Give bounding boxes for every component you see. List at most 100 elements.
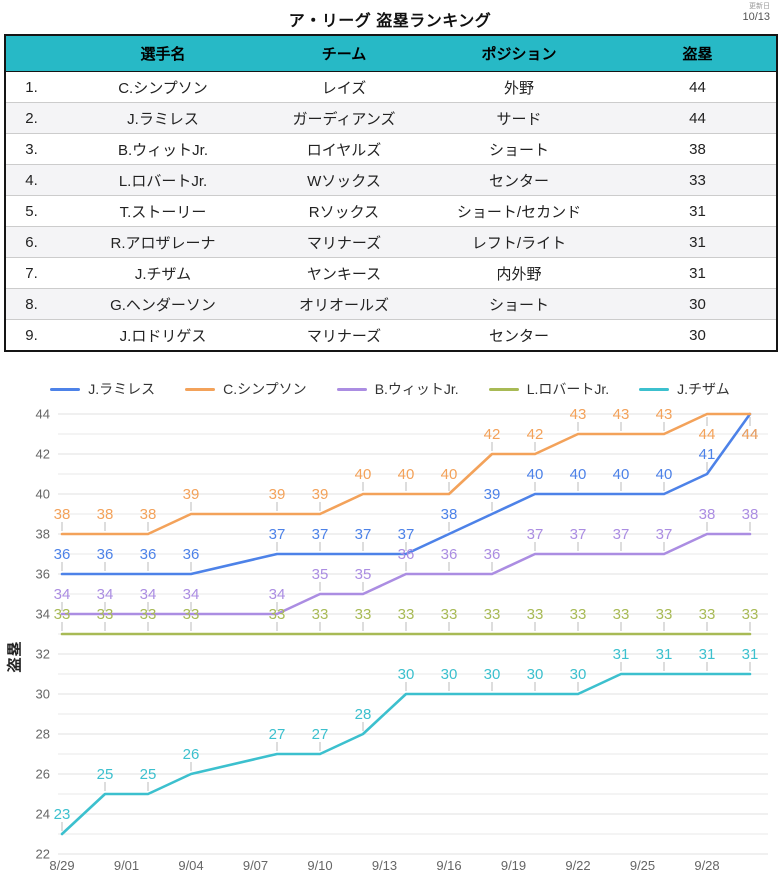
- point-label: 33: [355, 606, 372, 623]
- point-label: 26: [183, 746, 200, 763]
- table-row: 3. B.ウィットJr. ロイヤルズ ショート 38: [5, 133, 777, 165]
- legend-item: L.ロバートJr.: [488, 379, 610, 399]
- position-cell: センター: [419, 164, 619, 196]
- point-label: 30: [570, 666, 587, 683]
- page-title: ア・リーグ 盗塁ランキング: [288, 13, 492, 30]
- update-info: 更新日 10/13: [742, 3, 770, 23]
- x-tick-label: 9/28: [694, 858, 719, 873]
- point-label: 41: [699, 446, 716, 463]
- point-label: 39: [269, 486, 286, 503]
- legend-item: C.シンプソン: [185, 379, 307, 399]
- steals-cell: 31: [619, 195, 777, 227]
- steals-cell: 33: [619, 164, 777, 196]
- point-label: 37: [527, 526, 544, 543]
- point-label: 33: [613, 606, 630, 623]
- rank-cell: 4.: [5, 164, 57, 196]
- point-label: 40: [656, 466, 673, 483]
- y-tick-label: 38: [36, 527, 50, 542]
- legend-line-swatch: [488, 387, 519, 391]
- column-header-player: 選手名: [57, 35, 269, 72]
- point-label: 34: [269, 586, 286, 603]
- y-tick-label: 36: [36, 567, 50, 582]
- point-label: 43: [613, 406, 630, 423]
- y-tick-label: 24: [36, 807, 50, 822]
- point-label: 39: [183, 486, 200, 503]
- legend-label: J.ラミレス: [88, 381, 156, 397]
- column-header-position: ポジション: [419, 35, 619, 72]
- position-cell: ショート: [419, 288, 619, 320]
- table-row: 5. T.ストーリー Rソックス ショート/セカンド 31: [5, 195, 777, 227]
- point-label: 33: [140, 606, 157, 623]
- point-label: 33: [183, 606, 200, 623]
- point-label: 39: [484, 486, 501, 503]
- point-label: 38: [441, 506, 458, 523]
- point-label: 27: [312, 726, 329, 743]
- point-label: 44: [742, 426, 759, 443]
- y-tick-label: 22: [36, 847, 50, 862]
- point-label: 37: [355, 526, 372, 543]
- point-label: 42: [484, 426, 501, 443]
- point-label: 36: [97, 546, 114, 563]
- point-label: 37: [312, 526, 329, 543]
- series-line: [60, 412, 752, 536]
- point-label: 37: [570, 526, 587, 543]
- point-label: 33: [656, 606, 673, 623]
- position-cell: ショート/セカンド: [419, 195, 619, 227]
- steals-cell: 44: [619, 71, 777, 103]
- legend-label: L.ロバートJr.: [526, 381, 610, 397]
- player-name-cell: J.ロドリゲス: [57, 319, 269, 351]
- point-label: 40: [527, 466, 544, 483]
- point-label: 36: [54, 546, 71, 563]
- table-row: 7. J.チザム ヤンキース 内外野 31: [5, 257, 777, 289]
- steals-cell: 38: [619, 133, 777, 165]
- team-cell: マリナーズ: [269, 319, 419, 351]
- y-tick-label: 28: [36, 727, 50, 742]
- chart-legend: J.ラミレス C.シンプソン B.ウィットJr. L.ロバートJr. J.チザム: [0, 378, 780, 400]
- point-label: 31: [742, 646, 759, 663]
- table-row: 9. J.ロドリゲス マリナーズ センター 30: [5, 319, 777, 351]
- x-tick-label: 9/25: [630, 858, 655, 873]
- point-label: 36: [484, 546, 501, 563]
- point-label: 44: [742, 426, 759, 443]
- point-label: 30: [527, 666, 544, 683]
- point-label: 36: [140, 546, 157, 563]
- point-label: 34: [97, 586, 114, 603]
- point-label: 38: [97, 506, 114, 523]
- legend-item: J.チザム: [639, 379, 730, 399]
- legend-label: B.ウィットJr.: [374, 381, 459, 397]
- point-label: 35: [355, 566, 372, 583]
- y-tick-label: 34: [36, 607, 50, 622]
- team-cell: Wソックス: [269, 164, 419, 196]
- y-tick-label: 40: [36, 487, 50, 502]
- table-row: 2. J.ラミレス ガーディアンズ サード 44: [5, 102, 777, 134]
- steals-cell: 30: [619, 319, 777, 351]
- legend-label: J.チザム: [677, 381, 730, 397]
- point-label: 37: [613, 526, 630, 543]
- player-name-cell: G.ヘンダーソン: [57, 288, 269, 320]
- point-label: 38: [699, 506, 716, 523]
- team-cell: オリオールズ: [269, 288, 419, 320]
- legend-line-swatch: [50, 387, 81, 391]
- team-cell: レイズ: [269, 71, 419, 103]
- point-label: 33: [699, 606, 716, 623]
- update-label: 更新日: [749, 3, 770, 10]
- point-label: 27: [269, 726, 286, 743]
- x-tick-label: 9/22: [565, 858, 590, 873]
- point-label: 38: [742, 506, 759, 523]
- point-label: 33: [441, 606, 458, 623]
- legend-line-swatch: [639, 387, 670, 391]
- point-label: 43: [570, 406, 587, 423]
- steals-cell: 44: [619, 102, 777, 134]
- y-tick-label: 32: [36, 647, 50, 662]
- series-line: [60, 672, 752, 836]
- point-label: 38: [54, 506, 71, 523]
- column-header-steals: 盗塁: [619, 35, 777, 72]
- x-tick-label: 8/29: [49, 858, 74, 873]
- team-cell: Rソックス: [269, 195, 419, 227]
- point-label: 31: [656, 646, 673, 663]
- team-cell: ロイヤルズ: [269, 133, 419, 165]
- table-row: 1. C.シンプソン レイズ 外野 44: [5, 71, 777, 103]
- point-label: 23: [54, 806, 71, 823]
- point-label: 33: [570, 606, 587, 623]
- legend-item: B.ウィットJr.: [336, 379, 459, 399]
